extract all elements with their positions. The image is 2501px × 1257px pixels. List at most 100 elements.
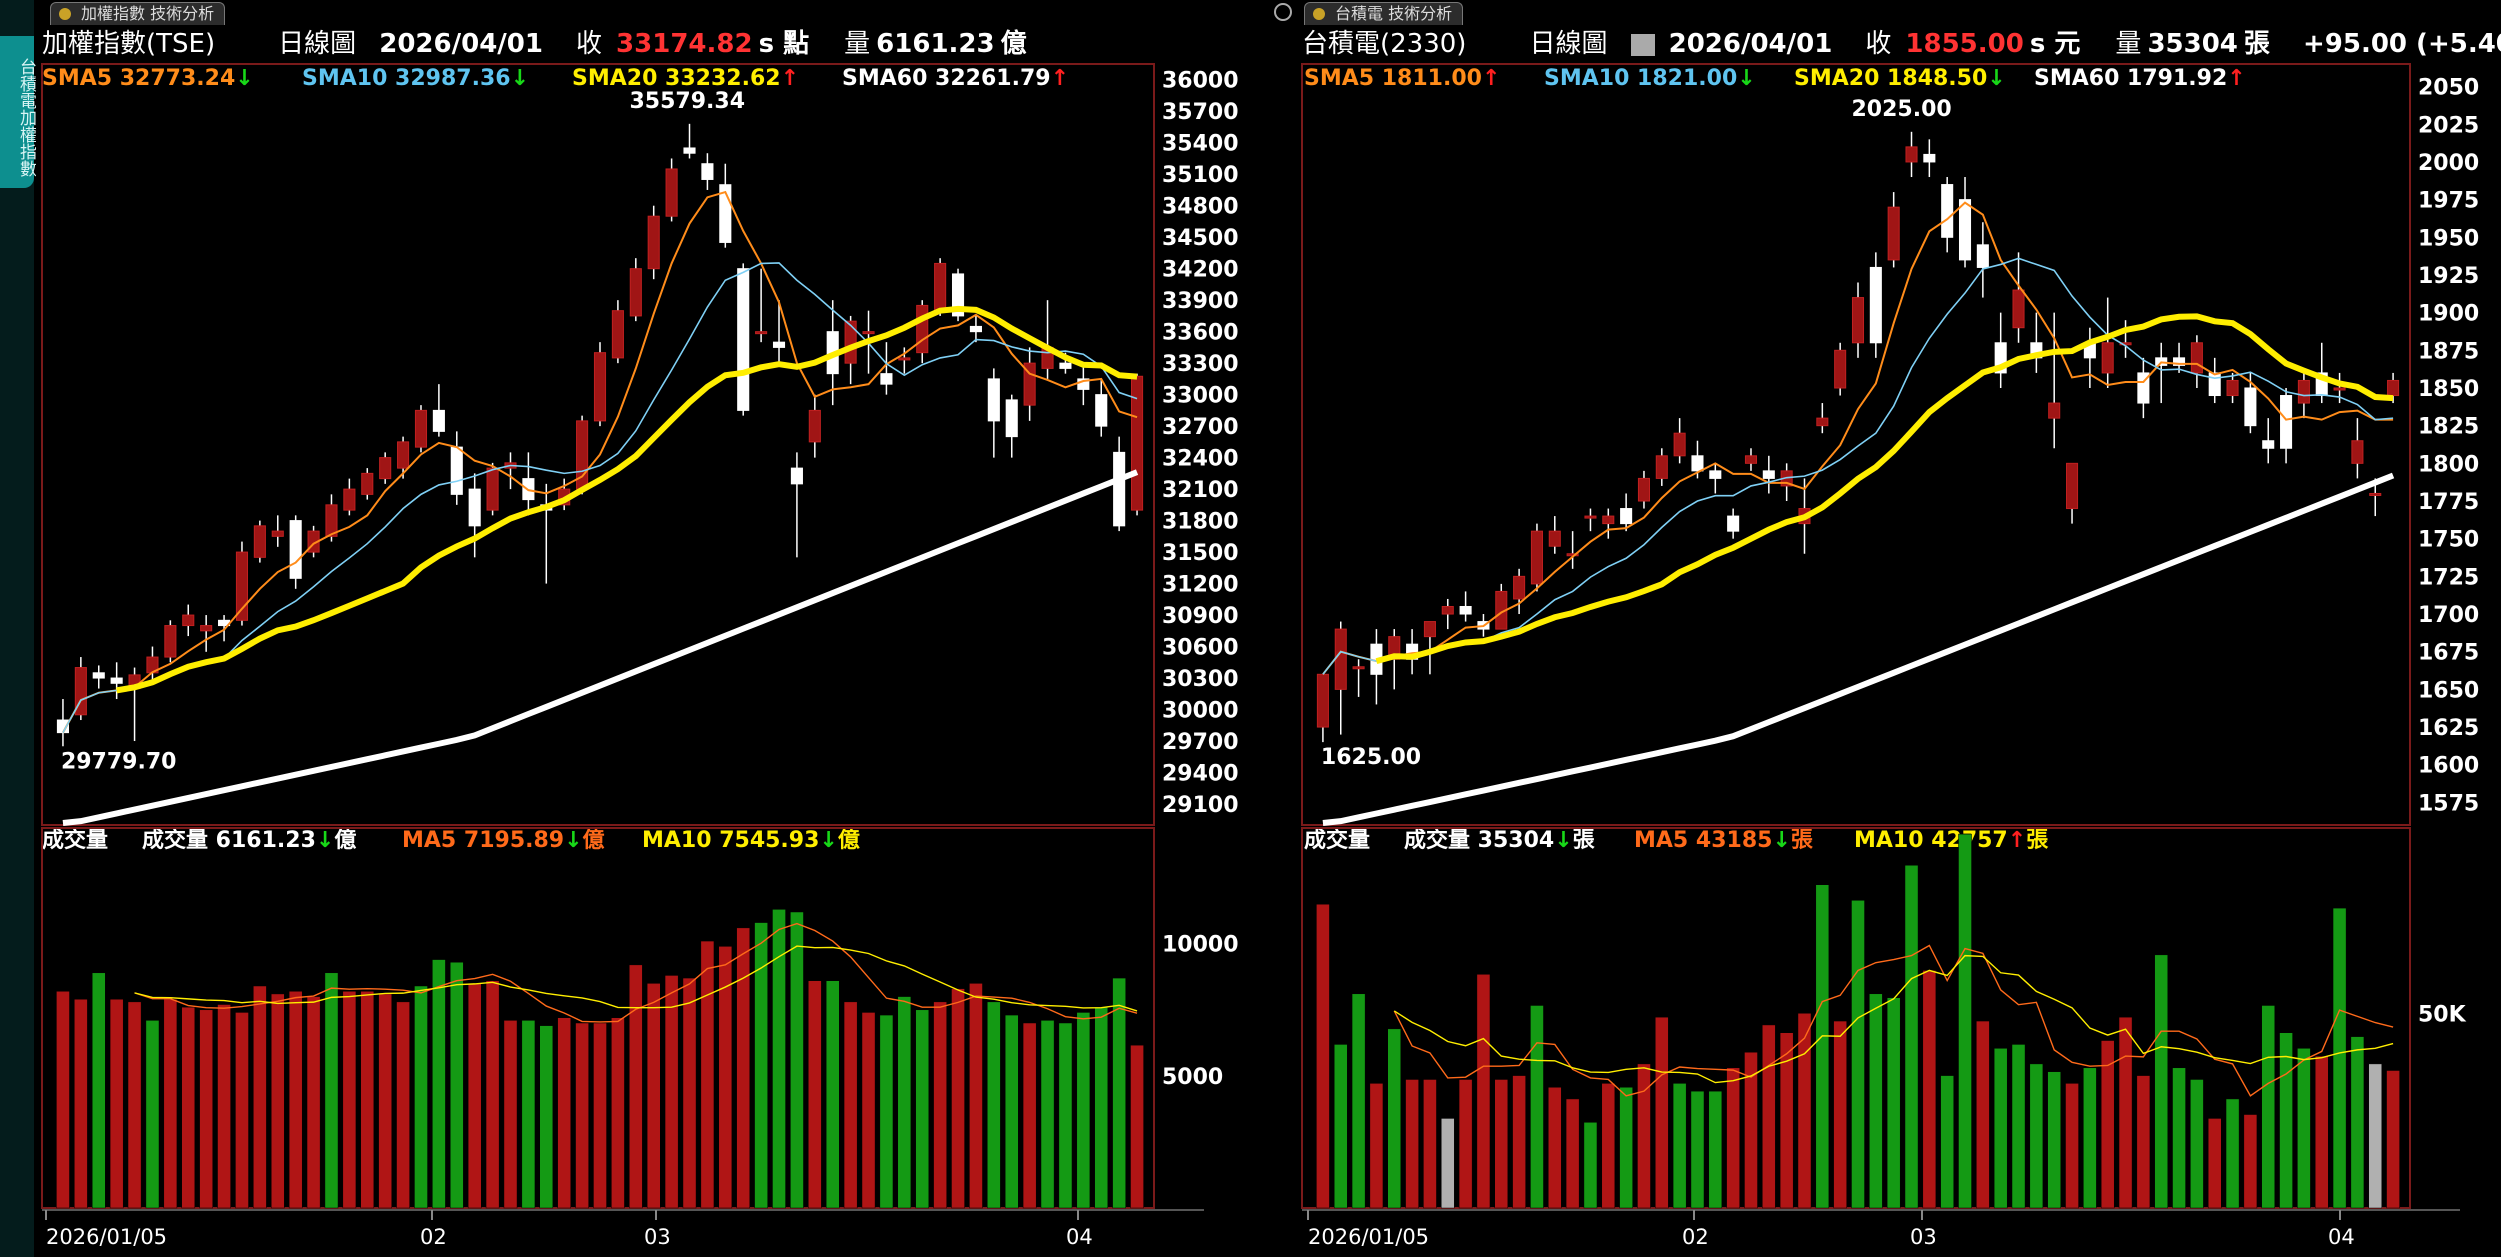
high-price-label: 2025.00 [1852, 97, 1952, 122]
price-tick-label: 34200 [1162, 258, 1239, 283]
arrow-up-icon: ↑ [2007, 828, 2027, 853]
close-label: 收 [1865, 29, 1892, 59]
period-dropdown-icon[interactable] [1630, 33, 1655, 56]
candle-body [2137, 372, 2150, 404]
candle-body [665, 168, 678, 217]
tab-taiex-analysis[interactable]: 加權指數 技術分析 [50, 2, 226, 25]
date-tick-label: 2026/01/05 [1308, 1225, 1429, 1249]
legend-item-成交量: 成交量 35304↓張 [1404, 826, 1595, 856]
candle-body [2190, 342, 2203, 374]
candle-body [1887, 206, 1900, 261]
candle-body [772, 341, 786, 348]
volume-tick-label: 50K [2418, 1002, 2467, 1027]
instrument-name: 台積電(2330) [1302, 29, 1467, 59]
price-plot-frame [1301, 63, 2411, 826]
sma5-line [1322, 201, 2394, 675]
legend-label: MA10 [642, 828, 720, 853]
candle-body [2101, 342, 2114, 374]
price-tick-label: 30000 [1162, 699, 1239, 724]
candle-body [916, 304, 929, 354]
candle-body [880, 373, 893, 385]
sma20-line [1375, 313, 2394, 665]
volume-unit: 億 [1000, 29, 1027, 59]
legend-item-sma10: SMA10 1821.00↓ [1544, 64, 1756, 94]
candle-body [379, 457, 392, 480]
price-tick-label: 31500 [1162, 541, 1239, 566]
candle-body [1584, 515, 1597, 519]
volume-bar [736, 927, 751, 1209]
volume-bar [2100, 1040, 2115, 1209]
volume-bar [557, 1017, 571, 1209]
candle-body [1059, 362, 1072, 369]
volume-bar [897, 996, 912, 1209]
chart-canvas: 36000 35700 35400 35100 34800 34500 34200 33900… [41, 63, 1239, 1249]
legend-value: 33232.62 [665, 66, 781, 91]
volume-bar [1040, 1020, 1055, 1209]
period-label[interactable]: 日線圖 [1529, 29, 1608, 59]
legend-value: 1791.92 [2127, 66, 2228, 91]
volume-bar [593, 1022, 607, 1209]
volume-bar [1058, 1022, 1073, 1209]
volume-bar [521, 1020, 536, 1209]
volume-bar [56, 991, 70, 1209]
candle-body [325, 504, 338, 537]
legend-unit: 張 [2026, 828, 2049, 853]
legend-item-sma5: SMA5 32773.24↓ [42, 64, 254, 94]
zoom-icon[interactable] [1274, 3, 1292, 21]
volume-bar [987, 1001, 1001, 1209]
arrow-up-icon: ↑ [780, 66, 799, 91]
legend-value: 1811.00 [1381, 66, 1482, 91]
volume-bar [1655, 1016, 1669, 1209]
left-sidebar [0, 0, 34, 1257]
candle-body [397, 441, 410, 469]
legend-value: 32261.79 [935, 66, 1051, 91]
legend-unit: 億 [582, 828, 605, 853]
candle-body [414, 409, 428, 448]
volume-bar [217, 1004, 231, 1209]
volume-bar [396, 1001, 410, 1209]
candle-body [1130, 375, 1144, 511]
volume-bar [74, 998, 88, 1209]
volume-bar [288, 991, 303, 1209]
volume-value: 35304 [2147, 29, 2238, 59]
candle-body [1005, 399, 1018, 438]
date-tick-label: 02 [1682, 1225, 1709, 1249]
legend-value: 35304 [1477, 828, 1555, 853]
candle-body [2226, 379, 2239, 397]
side-tab[interactable]: 台積電加權指數 [0, 36, 36, 188]
volume-bar [1869, 993, 1883, 1209]
period-label[interactable]: 日線圖 [278, 29, 357, 59]
arrow-down-icon: ↓ [819, 828, 838, 853]
tab-tsmc-analysis[interactable]: 台積電 技術分析 [1304, 2, 1464, 25]
candle-body [1441, 605, 1454, 615]
price-tick-label: 34500 [1162, 226, 1239, 251]
candle-body [1691, 455, 1704, 472]
volume-bar [2065, 1083, 2079, 1209]
volume-bar [2243, 1114, 2258, 1209]
volume-ma10-line [134, 945, 1138, 1012]
arrow-down-icon: ↓ [315, 828, 335, 853]
volume-bar [2386, 1070, 2400, 1209]
volume-bar [1922, 970, 1937, 1209]
price-change: +95.00 (+5.40%) [2302, 29, 2501, 59]
legend-item-成交量: 成交量 [42, 826, 108, 856]
volume-bar [808, 980, 822, 1209]
legend-value: 32987.36 [395, 66, 511, 91]
candle-body [235, 551, 249, 621]
candle-body [951, 273, 965, 317]
legend-unit: 張 [1790, 828, 1813, 853]
volume-ma5-line [1393, 944, 2394, 1097]
volume-bar [1958, 833, 1972, 1209]
volume-bar [915, 1009, 930, 1209]
volume-bar [1815, 884, 1830, 1209]
volume-bar [1512, 1075, 1526, 1209]
volume-bar [1548, 1087, 1562, 1209]
volume-bar [2261, 1005, 2276, 1209]
volume-bar [1530, 1005, 1544, 1209]
volume-bar [324, 972, 339, 1209]
candle-body [1834, 349, 1847, 389]
candle-body [289, 520, 302, 579]
volume-bar [790, 911, 804, 1209]
candle-body [2244, 387, 2257, 427]
volume-bar [2279, 1032, 2293, 1209]
